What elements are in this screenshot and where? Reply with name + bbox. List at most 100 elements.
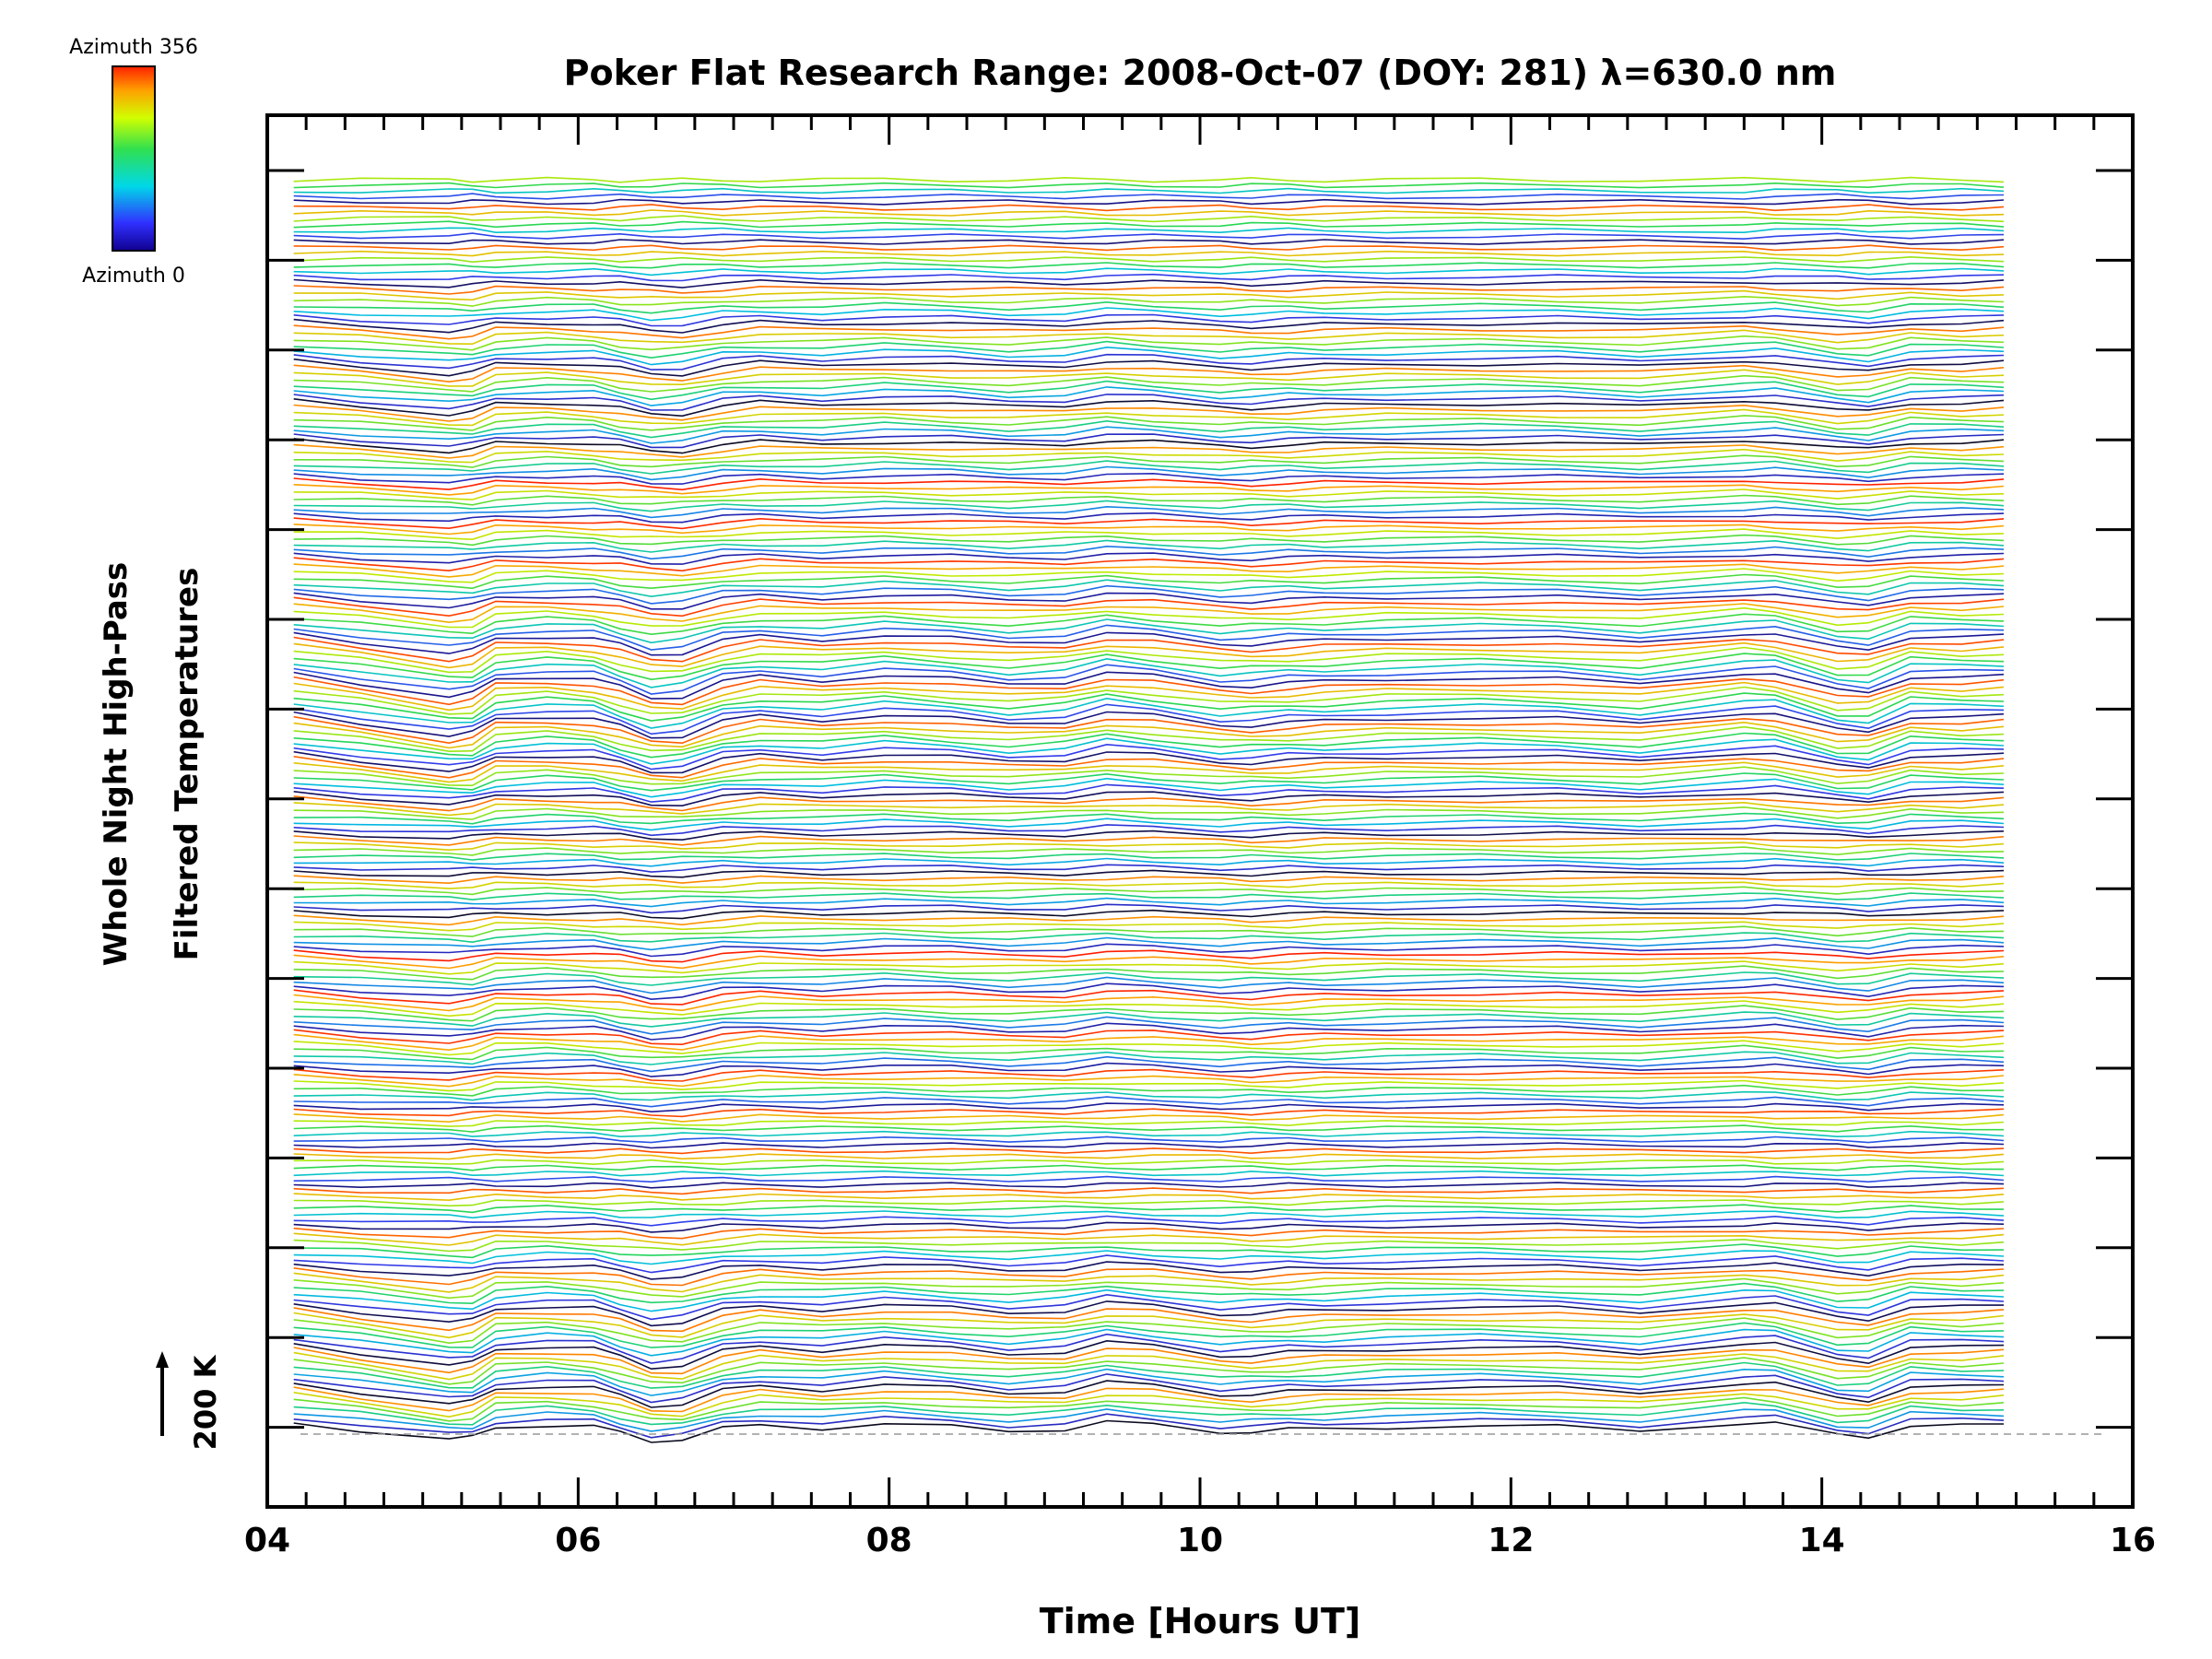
temperature-series-line: [293, 1005, 2005, 1022]
temperature-series-line: [293, 881, 2005, 889]
temperature-series-line: [293, 921, 2005, 932]
temperature-series-line: [293, 1413, 2005, 1439]
temperature-series-line: [293, 340, 2005, 359]
temperature-series-line: [293, 1153, 2005, 1160]
temperature-series-line: [293, 664, 2005, 695]
temperature-series-line: [293, 278, 2005, 288]
temperature-series-line: [293, 613, 2005, 636]
x-tick-label: 12: [1488, 1522, 1534, 1559]
temperature-series-line: [293, 1267, 2005, 1287]
temperature-series-line: [293, 380, 2005, 401]
y-axis-label-line2: Filtered Temperatures: [169, 568, 206, 961]
temperature-series-line: [293, 1000, 2005, 1018]
temperature-series-line: [293, 1392, 2005, 1418]
temperature-series-line: [293, 1182, 2005, 1189]
temperature-series-line: [293, 949, 2005, 963]
temperature-series-line: [293, 1142, 2005, 1149]
temperature-series-line: [293, 318, 2005, 334]
temperature-series-line: [293, 1113, 2005, 1124]
temperature-series-line: [293, 903, 2005, 914]
temperature-series-line: [293, 721, 2005, 749]
y-axis-label-line1: Whole Night High-Pass: [98, 562, 135, 967]
temperature-series-line: [293, 715, 2005, 745]
temperature-series-line: [293, 886, 2005, 896]
temperature-series-line: [293, 346, 2005, 366]
temperature-series-line: [293, 187, 2005, 194]
colorbar-bottom-label: Azimuth 0: [82, 265, 185, 288]
temperature-series-line: [293, 1282, 2005, 1305]
temperature-series-line: [293, 454, 2005, 468]
temperature-series-line: [293, 1347, 2005, 1375]
temperature-series-line: [293, 864, 2005, 873]
temperature-series-line: [293, 853, 2005, 861]
temperature-series-line: [293, 750, 2005, 774]
temperature-series-line: [293, 657, 2005, 688]
temperature-series-line: [293, 1361, 2005, 1389]
temperature-series-line: [293, 1011, 2005, 1028]
x-tick-labels: 04 06 08 10 12 14 16: [244, 1522, 2156, 1559]
temperature-series-line: [293, 182, 2005, 189]
temperature-series-line: [293, 1293, 2005, 1321]
temperature-series-line: [293, 1147, 2005, 1155]
temperature-series-line: [293, 477, 2005, 491]
temperature-series-line: [293, 725, 2005, 753]
temperature-series-line: [293, 215, 2005, 223]
temperature-series-line: [293, 579, 2005, 598]
temperature-series-line: [293, 448, 2005, 464]
temperature-series-line: [293, 1040, 2005, 1056]
temperature-series-line: [293, 1396, 2005, 1422]
temperature-series-line: [293, 584, 2005, 605]
temperature-series-line: [293, 1029, 2005, 1046]
temperature-series-line: [293, 262, 2005, 269]
temperature-series-line: [293, 1386, 2005, 1413]
temperature-series-line: [293, 488, 2005, 500]
temperature-series-line: [293, 766, 2005, 787]
temperature-series-line: [293, 671, 2005, 700]
temperature-series-line: [293, 505, 2005, 519]
temperature-series-line: [293, 1339, 2005, 1371]
temperature-series-line: [293, 592, 2005, 610]
temperature-series-line: [293, 936, 2005, 951]
temperature-series-line: [293, 965, 2005, 981]
temperature-series-line: [293, 1055, 2005, 1073]
temperature-series-line: [293, 737, 2005, 765]
temperature-series-line: [293, 568, 2005, 583]
temperature-series-line: [293, 925, 2005, 937]
temperature-series-line: [293, 1227, 2005, 1240]
temperature-series-line: [293, 394, 2005, 411]
temperature-series-line: [293, 1328, 2005, 1357]
temperature-series-line: [293, 1368, 2005, 1396]
temperature-series-line: [293, 909, 2005, 920]
temperature-series-line: [293, 1221, 2005, 1233]
temperature-series-line: [293, 1288, 2005, 1312]
temperature-series-line: [293, 624, 2005, 651]
temperature-series-line: [293, 989, 2005, 1006]
temperature-series-line: [293, 1373, 2005, 1404]
x-tick-label: 08: [866, 1522, 912, 1559]
temperature-series-line: [293, 756, 2005, 779]
temperature-series-line: [293, 875, 2005, 885]
temperature-series-line: [293, 692, 2005, 722]
temperature-series-line: [293, 408, 2005, 427]
temperature-series-line: [293, 954, 2005, 970]
temperature-series-line: [293, 353, 2005, 371]
temperature-series-line: [293, 1357, 2005, 1385]
temperature-series-line: [293, 1261, 2005, 1280]
temperature-series-line: [293, 460, 2005, 475]
temperature-series-line: [293, 681, 2005, 712]
temperature-series-line: [293, 982, 2005, 1001]
colorbar-top-label: Azimuth 356: [69, 36, 198, 59]
temperature-series-line: [293, 1250, 2005, 1265]
temperature-series-line: [293, 415, 2005, 431]
temperature-series-line: [293, 1079, 2005, 1092]
temperature-series-line: [293, 313, 2005, 327]
temperature-series-line: [293, 846, 2005, 856]
temperature-series-line: [293, 227, 2005, 234]
temperature-series-line: [293, 1312, 2005, 1339]
temperature-series-line: [293, 239, 2005, 245]
temperature-series-line: [293, 1159, 2005, 1166]
temperature-series-line: [293, 534, 2005, 547]
temperature-series-line: [293, 824, 2005, 837]
temperature-series-line: [293, 812, 2005, 825]
temperature-series-line: [293, 1199, 2005, 1207]
